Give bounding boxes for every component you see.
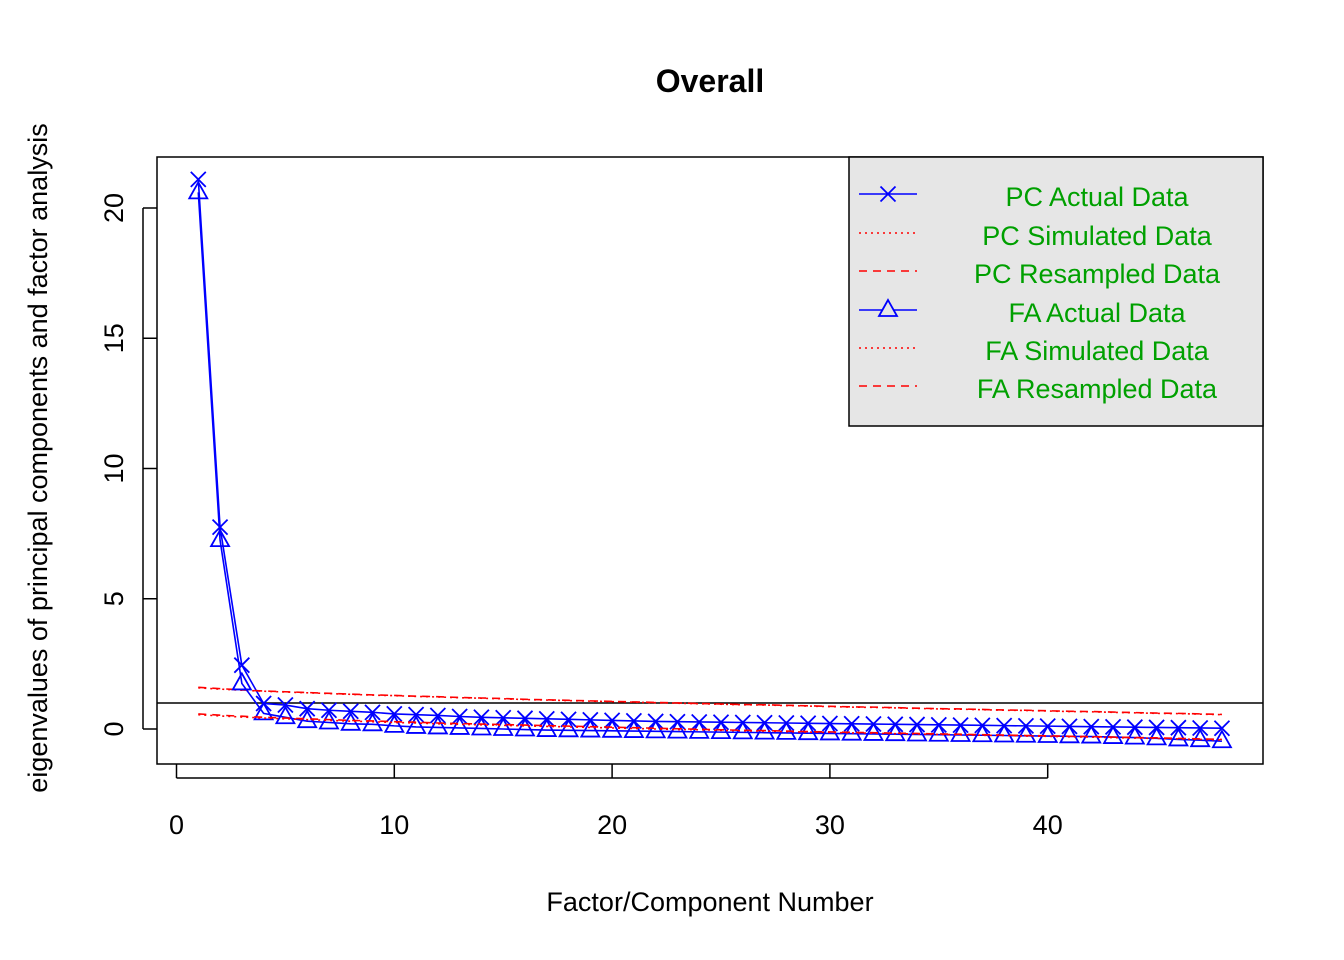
data-point-x-marker: [1213, 720, 1231, 737]
chart-title: Overall: [656, 63, 765, 99]
series-line: [197, 179, 1222, 730]
series-pc-simulated-data: [198, 687, 1222, 716]
data-point-triangle-marker: [1124, 725, 1146, 745]
data-point-triangle-marker: [558, 718, 580, 738]
data-point-x-marker: [429, 707, 446, 724]
y-tick-label: 5: [99, 591, 129, 606]
legend-item: FA Actual Data: [859, 298, 1187, 328]
x-tick-label: 30: [815, 810, 845, 840]
series-line: [198, 686, 1222, 716]
data-point-triangle-marker: [1058, 724, 1081, 744]
legend-label: FA Resampled Data: [977, 374, 1218, 404]
series-line: [198, 713, 1222, 741]
data-point-triangle-marker: [1080, 724, 1102, 744]
y-tick-label: 20: [99, 193, 129, 223]
data-point-triangle-marker: [928, 722, 950, 742]
data-point-triangle-marker: [405, 715, 427, 734]
data-point-x-marker: [277, 696, 294, 714]
data-point-triangle-marker: [383, 714, 405, 733]
legend-label: PC Simulated Data: [982, 221, 1213, 251]
legend-label: PC Actual Data: [1005, 182, 1189, 212]
data-point-x-marker: [299, 700, 316, 717]
legend-label: FA Actual Data: [1008, 298, 1186, 328]
data-point-x-marker: [364, 704, 381, 721]
data-point-x-marker: [320, 702, 338, 719]
y-tick-label: 15: [99, 323, 129, 353]
data-point-triangle-marker: [862, 722, 884, 741]
legend-label: FA Simulated Data: [985, 336, 1210, 366]
series-line: [198, 687, 1222, 716]
data-point-x-marker: [211, 518, 229, 536]
plot-area: [157, 171, 1263, 749]
data-point-triangle-marker: [1015, 723, 1037, 743]
data-point-triangle-marker: [971, 723, 993, 743]
legend-item: FA Resampled Data: [859, 374, 1218, 404]
y-tick-label: 0: [99, 721, 129, 736]
legend-triangle-marker: [877, 298, 899, 317]
data-point-triangle-marker: [579, 718, 601, 738]
data-point-triangle-marker: [601, 718, 623, 738]
data-point-triangle-marker: [884, 722, 906, 742]
plot-border: [156, 156, 1264, 765]
data-point-triangle-marker: [187, 180, 209, 200]
y-tick-label: 10: [99, 453, 129, 483]
data-point-triangle-marker: [906, 722, 928, 742]
y-axis-label: eigenvalues of principal components and …: [23, 123, 53, 792]
data-point-triangle-marker: [209, 528, 231, 548]
x-tick-label: 40: [1033, 810, 1063, 840]
axis-ticks: 0 10 20 30 40 0 5 10 15 20: [99, 193, 1063, 840]
data-point-triangle-marker: [1102, 725, 1124, 744]
legend-box: [848, 156, 1264, 427]
data-point-triangle-marker: [993, 723, 1015, 743]
legend-label: PC Resampled Data: [974, 259, 1221, 289]
legend-x-marker: [879, 185, 897, 203]
data-point-triangle-marker: [623, 719, 645, 738]
legend-item: PC Simulated Data: [859, 221, 1213, 251]
data-point-triangle-marker: [427, 715, 449, 735]
x-tick-label: 10: [379, 810, 409, 840]
legend-item: PC Resampled Data: [859, 259, 1221, 289]
series-fa-resampled-data: [198, 713, 1222, 741]
data-point-triangle-marker: [274, 705, 296, 725]
data-point-x-marker: [233, 657, 250, 674]
data-point-triangle-marker: [318, 710, 340, 730]
data-point-triangle-marker: [514, 717, 536, 737]
data-point-triangle-marker: [449, 716, 471, 735]
x-tick-label: 20: [597, 810, 627, 840]
legend: PC Actual Data PC Simulated Data PC Resamp…: [848, 156, 1264, 427]
data-point-x-marker: [1192, 719, 1209, 737]
data-point-triangle-marker: [1037, 724, 1059, 743]
data-point-triangle-marker: [253, 701, 275, 721]
series-pc-resampled-data: [198, 686, 1222, 716]
data-point-triangle-marker: [950, 723, 972, 742]
x-tick-label: 0: [169, 810, 184, 840]
series-line: [198, 713, 1222, 741]
data-point-x-marker: [190, 171, 207, 188]
data-point-triangle-marker: [492, 717, 514, 736]
data-point-triangle-marker: [536, 718, 558, 737]
data-point-x-marker: [342, 703, 359, 720]
legend-item: PC Actual Data: [859, 182, 1190, 212]
data-point-x-marker: [386, 705, 403, 723]
data-point-triangle-marker: [340, 711, 362, 731]
series-fa-simulated-data: [198, 713, 1222, 741]
data-point-triangle-marker: [1211, 729, 1233, 749]
data-point-triangle-marker: [231, 671, 253, 691]
data-point-triangle-marker: [1167, 727, 1189, 747]
data-point-x-marker: [407, 706, 425, 723]
data-point-triangle-marker: [470, 716, 492, 736]
data-point-triangle-marker: [666, 719, 688, 739]
data-point-triangle-marker: [1146, 726, 1168, 746]
legend-item: FA Simulated Data: [859, 336, 1210, 366]
x-axis-label: Factor/Component Number: [546, 887, 873, 917]
